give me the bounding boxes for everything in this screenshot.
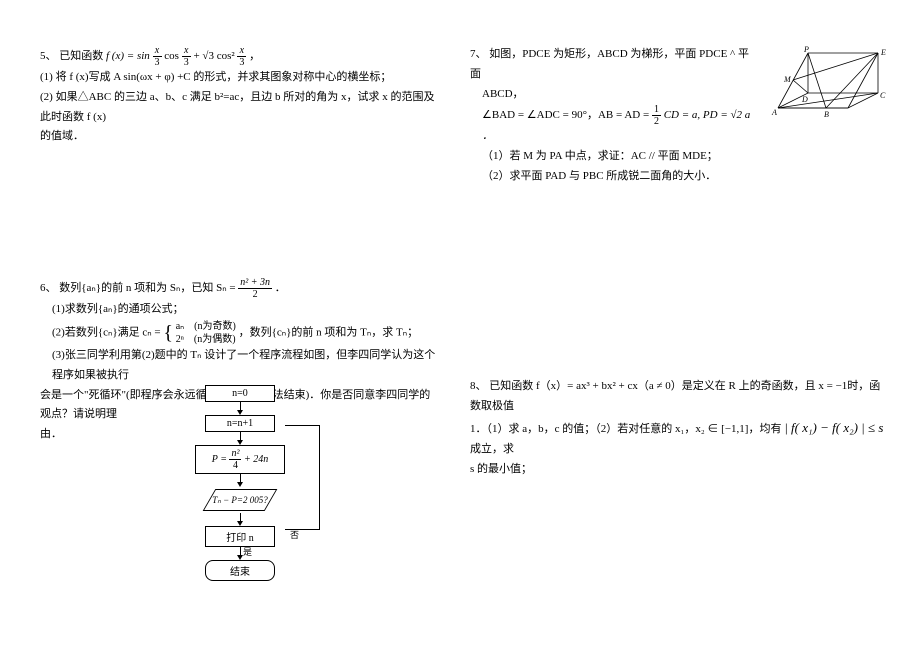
p6-end: ． [275,282,286,294]
p8-line3: s 的最小值； [470,460,890,480]
p6-frac: n² + 3n2 [238,277,272,300]
right-column: 7、 如图，PDCE 为矩形，ABCD 为梯形，平面 PDCE ^ 平面 ABC… [460,0,920,650]
p7-line1: 如图，PDCE 为矩形，ABCD 为梯形，平面 PDCE ^ 平面 [470,48,749,80]
brace-icon: { [163,324,173,342]
p5-endpunct: ， [249,50,260,62]
flow-node-print: 打印 n [205,526,275,547]
p8-line2b: 成立，求 [470,443,514,455]
geometry-figure: P E M D C A B [770,45,900,125]
flow-node-increment: n=n+1 [205,415,275,432]
p8-line1: 已知函数 f（x）= ax³ + bx² + cx（a ≠ 0）是定义在 R 上… [470,380,880,412]
p5-cos: cos [164,50,179,62]
svg-text:D: D [801,95,808,104]
p5-number: 5、 [40,50,57,62]
p5-intro: 已知函数 [59,50,103,62]
left-column: 5、 已知函数 f (x) = sin x3 cos x3 + √3 cos² … [0,0,460,650]
p5-sqrt3cos2: + √3 cos² [193,50,234,62]
problem-8: 8、 已知函数 f（x）= ax³ + bx² + cx（a ≠ 0）是定义在 … [470,377,890,480]
p6-part2-pre: (2)若数列{cₙ}满足 cₙ = [52,327,163,339]
p7-sqrt2: √2 [731,109,743,121]
p5-part1: (1) 将 f (x)写成 A sin(ωx + φ) +C 的形式，并求其图象… [40,68,440,88]
flowchart: n=0 n=n+1 P = n²4 + 24n Tₙ − P=2 005? 否 … [195,385,285,581]
flow-node-end: 结束 [205,560,275,581]
p8-number: 8、 [470,380,487,392]
p6-piecewise: aₙ (n为奇数) 2ⁿ (n为偶数) [176,320,236,346]
p8-line2a: 1．（1）求 a，b，c 的值；（2）若对任意的 x₁，x₂ ∈ [−1,1]，… [470,423,784,435]
flow-label-yes: 是 [243,545,252,558]
p5-frac2: x3 [182,45,191,68]
svg-text:E: E [880,48,886,57]
flow-node-compute: P = n²4 + 24n [195,445,285,474]
p7-line2: ABCD， [470,85,755,105]
p5-part2b: 的值域． [40,127,440,147]
svg-text:B: B [824,110,829,119]
p6-part1: (1)求数列{aₙ}的通项公式； [40,300,440,320]
p6-number: 6、 [40,282,57,294]
exam-page: 5、 已知函数 f (x) = sin x3 cos x3 + √3 cos² … [0,0,920,650]
p5-part2a: (2) 如果△ABC 的三边 a、b、c 满足 b²=ac，且边 b 所对的角为… [40,88,440,128]
p7-line3-mid: CD = a, PD = [664,109,731,121]
p6-part3a: (3)张三同学利用第(2)题中的 Tₙ 设计了一个程序流程如图，但李四同学认为这… [40,346,440,386]
p5-frac1: x3 [153,45,162,68]
flow-decision: Tₙ − P=2 005? [195,487,285,513]
flow-loop-line [285,425,320,530]
problem-5: 5、 已知函数 f (x) = sin x3 cos x3 + √3 cos² … [40,45,440,147]
svg-text:M: M [783,75,792,84]
p7-number: 7、 [470,48,487,60]
p6-part2-post: ，数列{cₙ}的前 n 项和为 Tₙ，求 Tₙ； [239,327,419,339]
p7-line3-pre: ∠BAD = ∠ADC = 90°，AB = AD = [482,109,652,121]
p7-part1: （1）若 M 为 PA 中点，求证：AC // 平面 MDE； [470,147,755,167]
p8-abs: | f( x₁) − f( x₂) | ≤ s [784,420,883,435]
svg-text:A: A [771,108,777,117]
flow-node-init: n=0 [205,385,275,402]
p6-intro: 数列{aₙ}的前 n 项和为 Sₙ，已知 Sₙ = [59,282,238,294]
svg-text:P: P [803,45,809,54]
svg-text:C: C [880,91,886,100]
p5-func: f (x) = sin [106,50,150,62]
p7-part2: （2）求平面 PAD 与 PBC 所成锐二面角的大小． [470,167,755,187]
p5-frac3: x3 [237,45,246,68]
